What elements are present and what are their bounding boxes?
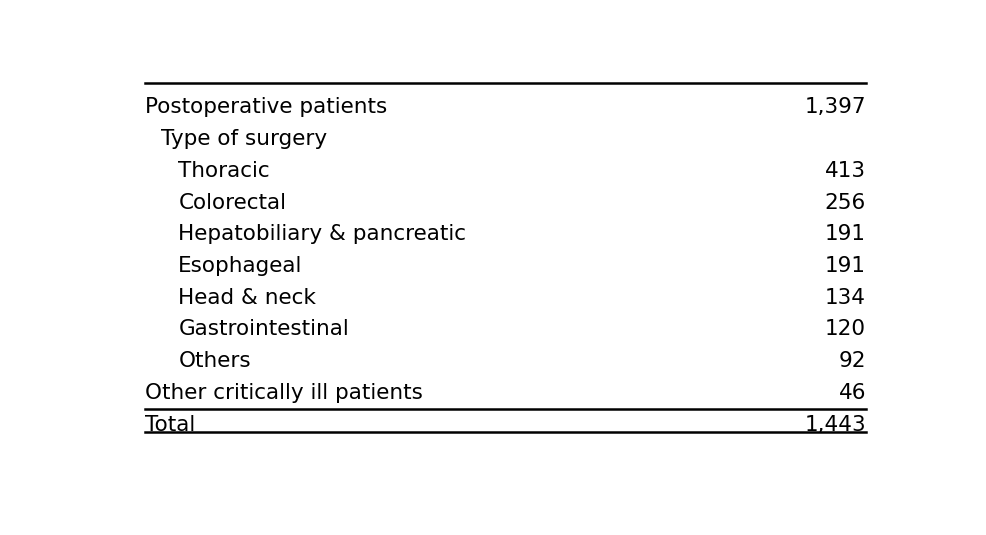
Text: Head & neck: Head & neck [178, 288, 317, 308]
Text: 1,443: 1,443 [805, 415, 866, 434]
Text: Hepatobiliary & pancreatic: Hepatobiliary & pancreatic [178, 224, 466, 244]
Text: Others: Others [178, 351, 250, 371]
Text: Esophageal: Esophageal [178, 256, 303, 276]
Text: 120: 120 [825, 319, 866, 340]
Text: 134: 134 [825, 288, 866, 308]
Text: 191: 191 [825, 224, 866, 244]
Text: 1,397: 1,397 [805, 97, 866, 118]
Text: Total: Total [145, 415, 195, 434]
Text: Type of surgery: Type of surgery [162, 129, 327, 149]
Text: Thoracic: Thoracic [178, 161, 270, 181]
Text: Other critically ill patients: Other critically ill patients [145, 383, 423, 403]
Text: 46: 46 [838, 383, 866, 403]
Text: Gastrointestinal: Gastrointestinal [178, 319, 349, 340]
Text: 191: 191 [825, 256, 866, 276]
Text: Postoperative patients: Postoperative patients [145, 97, 387, 118]
Text: Colorectal: Colorectal [178, 193, 286, 212]
Text: 413: 413 [825, 161, 866, 181]
Text: 92: 92 [838, 351, 866, 371]
Text: 256: 256 [824, 193, 866, 212]
